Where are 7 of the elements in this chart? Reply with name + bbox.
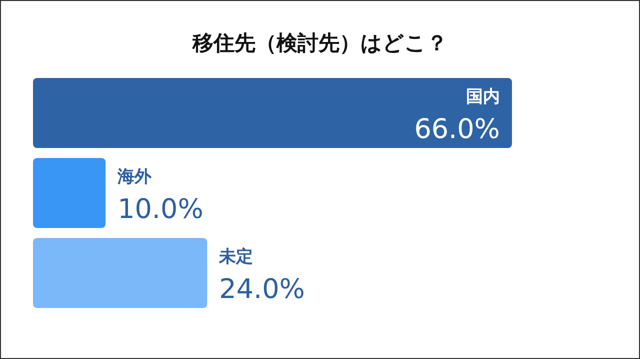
y-tick-label: 国内	[466, 87, 500, 107]
y-tick-label: 海外	[116, 167, 153, 187]
data-label: 66.0%	[414, 114, 500, 145]
data-label: 24.0%	[219, 274, 305, 305]
y-tick-label: 未定	[218, 247, 254, 267]
chart-title: 移住先（検討先）はどこ？	[191, 30, 448, 57]
data-label: 10.0%	[118, 194, 204, 225]
